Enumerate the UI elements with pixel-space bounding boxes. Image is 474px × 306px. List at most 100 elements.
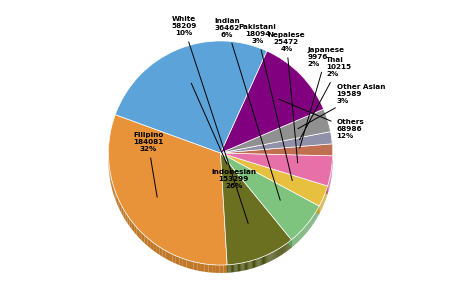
PathPatch shape	[286, 243, 287, 252]
PathPatch shape	[249, 261, 251, 269]
PathPatch shape	[269, 253, 271, 262]
PathPatch shape	[220, 153, 227, 273]
PathPatch shape	[159, 247, 163, 257]
PathPatch shape	[179, 257, 183, 267]
Text: Indonesian
153299
26%: Indonesian 153299 26%	[191, 83, 256, 189]
PathPatch shape	[241, 263, 243, 271]
PathPatch shape	[283, 245, 284, 254]
PathPatch shape	[243, 263, 244, 271]
PathPatch shape	[295, 236, 296, 244]
PathPatch shape	[304, 227, 305, 235]
PathPatch shape	[153, 243, 156, 253]
PathPatch shape	[132, 222, 134, 232]
PathPatch shape	[109, 166, 110, 178]
PathPatch shape	[290, 241, 291, 249]
Text: Others
68986
12%: Others 68986 12%	[279, 99, 365, 139]
PathPatch shape	[305, 226, 306, 234]
PathPatch shape	[231, 264, 232, 273]
PathPatch shape	[134, 224, 137, 235]
PathPatch shape	[145, 235, 147, 246]
Wedge shape	[220, 144, 333, 156]
PathPatch shape	[169, 252, 173, 262]
PathPatch shape	[220, 153, 227, 273]
PathPatch shape	[278, 249, 279, 257]
PathPatch shape	[190, 261, 193, 270]
PathPatch shape	[248, 261, 249, 270]
Wedge shape	[220, 153, 292, 265]
PathPatch shape	[293, 238, 294, 246]
PathPatch shape	[220, 153, 292, 248]
PathPatch shape	[301, 230, 302, 239]
PathPatch shape	[244, 263, 245, 271]
PathPatch shape	[142, 233, 145, 243]
PathPatch shape	[128, 215, 129, 226]
PathPatch shape	[258, 258, 260, 266]
PathPatch shape	[288, 242, 289, 251]
PathPatch shape	[220, 153, 333, 164]
PathPatch shape	[118, 199, 120, 210]
Wedge shape	[220, 51, 324, 153]
Text: Nepalese
25472
4%: Nepalese 25472 4%	[268, 32, 305, 163]
PathPatch shape	[122, 206, 123, 217]
PathPatch shape	[277, 249, 278, 258]
Wedge shape	[220, 153, 328, 206]
PathPatch shape	[147, 238, 150, 248]
PathPatch shape	[126, 212, 128, 223]
PathPatch shape	[117, 196, 118, 207]
PathPatch shape	[116, 192, 117, 203]
PathPatch shape	[239, 263, 240, 271]
PathPatch shape	[275, 251, 276, 259]
PathPatch shape	[220, 153, 319, 214]
PathPatch shape	[268, 254, 269, 262]
PathPatch shape	[267, 254, 268, 263]
PathPatch shape	[253, 260, 254, 268]
PathPatch shape	[254, 259, 255, 268]
Text: Pakistani
18094
3%: Pakistani 18094 3%	[238, 24, 292, 181]
PathPatch shape	[251, 261, 252, 269]
Wedge shape	[220, 153, 319, 240]
PathPatch shape	[209, 264, 212, 273]
PathPatch shape	[112, 181, 113, 193]
PathPatch shape	[216, 265, 219, 273]
PathPatch shape	[186, 260, 190, 269]
PathPatch shape	[276, 250, 277, 258]
PathPatch shape	[223, 265, 227, 273]
Wedge shape	[109, 115, 227, 265]
PathPatch shape	[256, 259, 257, 267]
PathPatch shape	[137, 227, 139, 238]
PathPatch shape	[279, 248, 280, 257]
PathPatch shape	[273, 251, 275, 259]
PathPatch shape	[236, 264, 237, 272]
PathPatch shape	[282, 246, 283, 255]
Text: Thai
10215
2%: Thai 10215 2%	[300, 57, 351, 140]
PathPatch shape	[287, 243, 288, 251]
PathPatch shape	[255, 259, 256, 267]
PathPatch shape	[156, 245, 159, 255]
PathPatch shape	[266, 255, 267, 263]
PathPatch shape	[139, 230, 142, 241]
PathPatch shape	[299, 232, 300, 241]
PathPatch shape	[296, 235, 297, 244]
PathPatch shape	[193, 262, 197, 271]
PathPatch shape	[163, 249, 166, 259]
Wedge shape	[220, 153, 333, 186]
PathPatch shape	[272, 252, 273, 261]
PathPatch shape	[233, 264, 234, 272]
PathPatch shape	[232, 264, 233, 272]
PathPatch shape	[285, 244, 286, 253]
PathPatch shape	[220, 153, 319, 214]
Text: Indian
36462
6%: Indian 36462 6%	[214, 18, 280, 200]
PathPatch shape	[280, 248, 281, 256]
PathPatch shape	[297, 234, 298, 243]
PathPatch shape	[264, 256, 265, 264]
PathPatch shape	[247, 262, 248, 270]
PathPatch shape	[245, 262, 246, 270]
PathPatch shape	[289, 241, 290, 250]
PathPatch shape	[234, 264, 236, 272]
PathPatch shape	[237, 264, 238, 272]
PathPatch shape	[300, 231, 301, 240]
PathPatch shape	[220, 153, 292, 248]
PathPatch shape	[302, 229, 303, 237]
PathPatch shape	[281, 247, 282, 255]
PathPatch shape	[220, 153, 328, 194]
